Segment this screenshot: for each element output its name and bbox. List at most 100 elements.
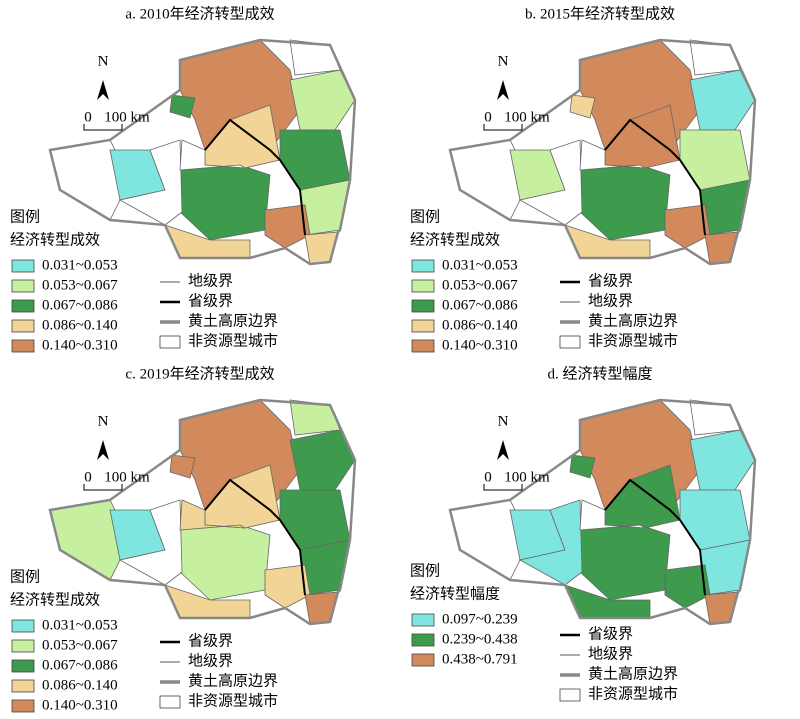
plateau-boundary (48, 38, 357, 266)
legend-line-label: 黄土高原边界 (188, 672, 278, 689)
north-label: N (498, 413, 509, 429)
legend-line-label: 黄土高原边界 (588, 312, 678, 329)
legend-box-symbol (159, 695, 181, 709)
plateau-boundary (448, 398, 757, 626)
panel-title: a. 2010年经济转型成效 (125, 5, 274, 22)
scale-bar (83, 124, 123, 131)
legend-line-label: 非资源型城市 (588, 685, 678, 702)
province-boundary (604, 478, 706, 596)
legend-swatch (11, 339, 35, 353)
legend-box-symbol (159, 335, 181, 349)
legend-class-label: 0.140~0.310 (442, 337, 518, 353)
north-label: N (98, 413, 109, 429)
scale-label: 0 (484, 469, 492, 485)
legend-swatch (11, 699, 35, 713)
region (179, 524, 271, 601)
panel-title: d. 经济转型幅度 (547, 365, 652, 382)
region (49, 139, 121, 221)
north-arrow (97, 80, 109, 100)
legend-class-label: 0.067~0.086 (42, 297, 118, 313)
region (569, 454, 596, 479)
legend-title: 经济转型成效 (10, 231, 100, 248)
legend-box-symbol (559, 688, 581, 702)
legend-line-label: 地级界 (188, 652, 233, 669)
legend-line-label: 非资源型城市 (188, 692, 278, 709)
region (689, 399, 741, 436)
province-boundary (604, 118, 706, 236)
panel-title: b. 2015年经济转型成效 (525, 5, 675, 22)
north-arrow (497, 440, 509, 460)
region (264, 204, 311, 249)
legend-class-label: 0.067~0.086 (42, 657, 118, 673)
legend-swatch (11, 299, 35, 313)
legend-swatch (11, 659, 35, 673)
legend-swatch (411, 299, 435, 313)
legend-class-label: 0.031~0.053 (42, 617, 118, 633)
legend-swatch (411, 279, 435, 293)
scale-label: 0 (484, 109, 492, 125)
north-label: N (98, 53, 109, 69)
north-label: N (498, 53, 509, 69)
legend-line-label: 非资源型城市 (188, 332, 278, 349)
legend-heading: 图例 (410, 208, 440, 225)
province-boundary (204, 478, 306, 596)
scale-bar (483, 124, 523, 131)
region (449, 139, 521, 221)
region (279, 489, 351, 551)
plateau-boundary (48, 398, 357, 626)
legend-heading: 图例 (10, 208, 40, 225)
region (664, 564, 711, 609)
legend-class-label: 0.067~0.086 (442, 297, 518, 313)
legend-line-label: 地级界 (588, 645, 633, 662)
legend-box-symbol (559, 335, 581, 349)
legend-class-label: 0.086~0.140 (42, 677, 118, 693)
legend-line-label: 地级界 (588, 292, 633, 309)
legend-swatch (411, 259, 435, 273)
region (569, 94, 596, 119)
legend-line-label: 省级界 (588, 272, 633, 289)
region (169, 454, 196, 479)
north-arrow (97, 440, 109, 460)
legend-class-label: 0.140~0.310 (42, 697, 118, 713)
region (179, 164, 271, 241)
legend-swatch (411, 319, 435, 333)
legend-class-label: 0.053~0.067 (42, 277, 118, 293)
legend-class-label: 0.239~0.438 (442, 631, 518, 647)
scale-bar (483, 484, 523, 491)
panel-title: c. 2019年经济转型成效 (125, 365, 274, 382)
scale-label: 100 km (104, 109, 150, 125)
legend-class-label: 0.053~0.067 (42, 637, 118, 653)
region (449, 499, 521, 581)
legend-swatch (11, 279, 35, 293)
legend-heading: 图例 (10, 568, 40, 585)
legend-line-label: 省级界 (588, 625, 633, 642)
legend-class-label: 0.086~0.140 (42, 317, 118, 333)
scale-bar (83, 484, 123, 491)
scale-label: 100 km (504, 109, 550, 125)
region (689, 69, 756, 131)
region (689, 429, 756, 491)
region (289, 399, 341, 436)
legend-class-label: 0.140~0.310 (42, 337, 118, 353)
region (289, 39, 341, 76)
legend-class-label: 0.438~0.791 (442, 651, 518, 667)
legend-swatch (11, 619, 35, 633)
scale-label: 100 km (504, 469, 550, 485)
legend-swatch (11, 259, 35, 273)
legend-swatch (11, 639, 35, 653)
map (448, 398, 757, 626)
scale-label: 0 (84, 109, 92, 125)
legend-swatch (11, 319, 35, 333)
plateau-boundary (448, 38, 757, 266)
region (289, 69, 356, 131)
map (48, 398, 357, 626)
legend-line-label: 黄土高原边界 (188, 312, 278, 329)
legend-title: 经济转型成效 (10, 591, 100, 608)
legend-swatch (411, 633, 435, 647)
region (289, 429, 356, 491)
